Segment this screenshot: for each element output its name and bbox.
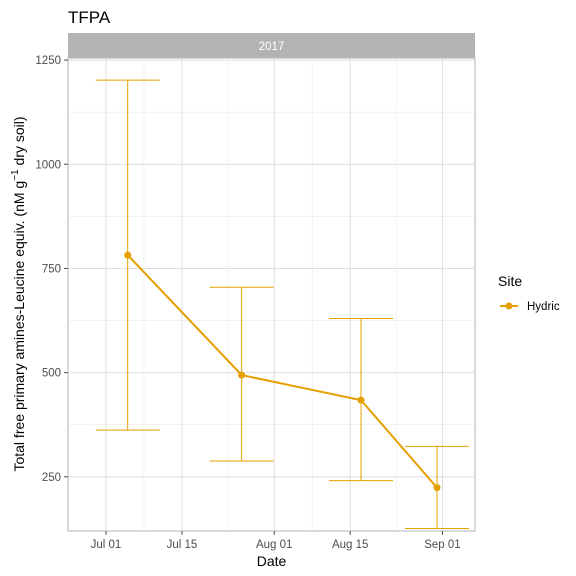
facet-strip-label: 2017 [259, 41, 285, 53]
x-axis-title: Date [257, 553, 287, 569]
grid-lines [68, 58, 475, 531]
legend-label-hydric: Hydric [527, 301, 560, 313]
y-axis-title: Total free primary amines-Leucine equiv.… [10, 116, 27, 471]
x-tick-label: Jul 01 [91, 539, 122, 551]
data-point [238, 371, 246, 379]
data-point [433, 484, 441, 492]
y-axis-title-main: Total free primary amines-Leucine equiv.… [11, 181, 27, 472]
chart-title: TFPA [68, 8, 111, 27]
x-tick-label: Sep 01 [424, 539, 460, 551]
legend: Site Hydric [498, 273, 560, 313]
y-tick-label: 1250 [35, 55, 61, 67]
y-tick-label: 750 [42, 263, 61, 275]
data-point [124, 251, 132, 259]
tick-labels: 250 500 750 1000 1250 Jul 01 Jul 15 Aug 01 Aug 1… [35, 55, 460, 551]
y-tick-label: 250 [42, 472, 61, 484]
x-tick-label: Jul 15 [167, 539, 198, 551]
legend-title: Site [498, 273, 522, 289]
x-tick-label: Aug 15 [332, 539, 368, 551]
y-axis-title-superscript: −1 [10, 169, 21, 181]
y-tick-label: 1000 [35, 159, 61, 171]
y-axis-title-tail: dry soil) [11, 116, 27, 169]
axis-ticks [64, 59, 443, 535]
x-tick-label: Aug 01 [256, 539, 292, 551]
data-layer [95, 79, 470, 529]
data-point [357, 396, 365, 404]
y-tick-label: 500 [42, 368, 61, 380]
facet-strip [68, 33, 475, 58]
series-line [126, 254, 438, 489]
legend-key-point [505, 302, 513, 310]
